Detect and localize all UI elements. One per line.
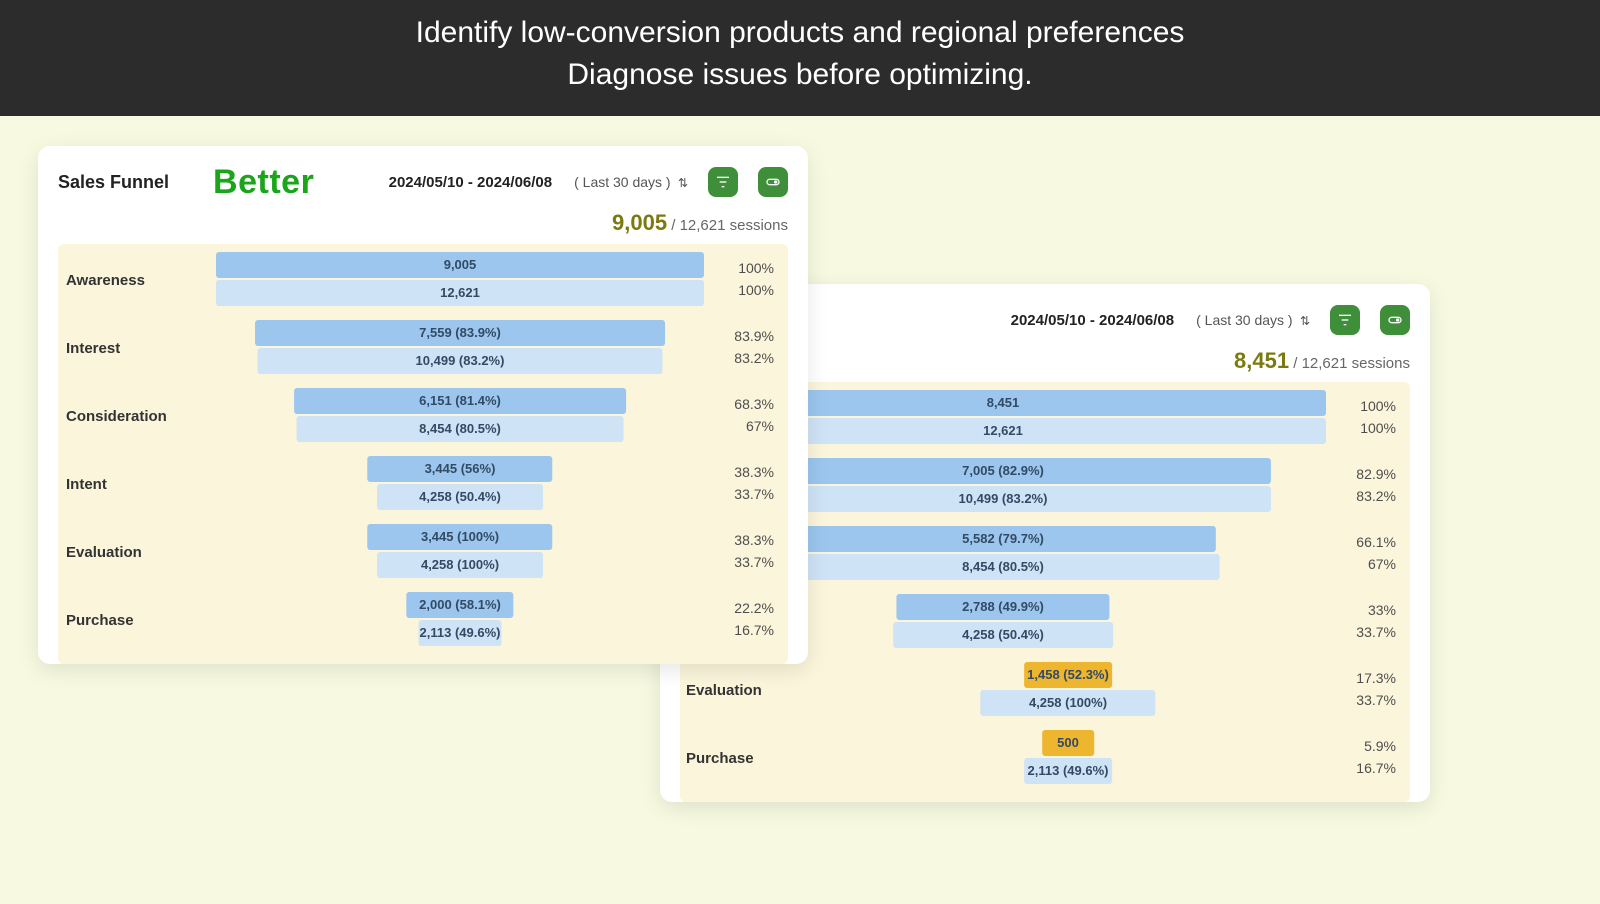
period-updown-icon[interactable]: ⇅ — [1297, 314, 1310, 328]
stage-percentages: 33%33.7% — [1326, 600, 1396, 643]
bar-primary: 6,151 (81.4%) — [294, 388, 626, 414]
stage-label: Purchase — [66, 612, 216, 629]
funnel-stage: Awareness9,00512,621100%100% — [58, 246, 788, 314]
stage-bars: 1,458 (52.3%)4,258 (100%) — [810, 662, 1326, 718]
sessions-total: 9,005 / 12,621 sessions — [58, 210, 788, 236]
bar-primary: 7,005 (82.9%) — [735, 458, 1271, 484]
funnel-stage: Interest7,559 (83.9%)10,499 (83.2%)83.9%… — [58, 314, 788, 382]
bar-primary: 500 (34.3%) — [1042, 730, 1094, 756]
stage-label: Interest — [66, 340, 216, 357]
funnel-icon — [1337, 312, 1353, 328]
bar-primary: 7,559 (83.9%) — [255, 320, 665, 346]
stage-percentages: 38.3%33.7% — [704, 530, 774, 573]
funnel-stage: Evaluation1,458 (52.3%)4,258 (100%)17.3%… — [680, 656, 1410, 724]
bar-primary: 2,788 (49.9%) — [896, 594, 1109, 620]
bar-primary: 5,582 (79.7%) — [790, 526, 1216, 552]
stage-percentages: 68.3%67% — [704, 394, 774, 437]
header-line-1: Identify low-conversion products and reg… — [0, 12, 1600, 54]
bar-secondary: 12,621 — [216, 280, 704, 306]
toggle-icon — [765, 174, 781, 190]
period-label[interactable]: ( Last 30 days ) ⇅ — [1196, 312, 1310, 328]
date-range: 2024/05/10 - 2024/06/08 — [389, 174, 552, 191]
stage-percentages: 82.9%83.2% — [1326, 464, 1396, 507]
header-line-2: Diagnose issues before optimizing. — [0, 54, 1600, 96]
funnel-stage: Consideration6,151 (81.4%)8,454 (80.5%)6… — [58, 382, 788, 450]
stage-label: Consideration — [66, 408, 216, 425]
stage-label: Intent — [66, 476, 216, 493]
stage-percentages: 22.2%16.7% — [704, 598, 774, 641]
sessions-primary: 9,005 — [612, 210, 667, 235]
stage-percentages: 66.1%67% — [1326, 532, 1396, 575]
sessions-denominator: / 12,621 sessions — [671, 217, 788, 234]
period-label[interactable]: ( Last 30 days ) ⇅ — [574, 174, 688, 190]
funnel-chart-better: Awareness9,00512,621100%100%Interest7,55… — [58, 244, 788, 664]
funnel-card-better: Sales Funnel Better 2024/05/10 - 2024/06… — [38, 146, 808, 664]
stage-label: Evaluation — [680, 682, 810, 699]
bar-primary: 3,445 (56%) — [367, 456, 552, 482]
stage-percentages: 17.3%33.7% — [1326, 668, 1396, 711]
funnel-icon-button[interactable] — [1330, 305, 1360, 335]
bar-secondary: 2,113 (49.6%) — [419, 620, 502, 646]
funnel-stage: Intent3,445 (56%)4,258 (50.4%)38.3%33.7% — [58, 450, 788, 518]
stage-percentages: 5.9%16.7% — [1326, 736, 1396, 779]
stage-bars: 3,445 (100%)4,258 (100%) — [216, 524, 704, 580]
bar-secondary: 8,454 (80.5%) — [787, 554, 1220, 580]
bar-secondary: 2,113 (49.6%) — [1024, 758, 1112, 784]
bar-primary: 1,458 (52.3%) — [1024, 662, 1112, 688]
stage-bars: 500 (34.3%)2,113 (49.6%) — [810, 730, 1326, 786]
stage-percentages: 83.9%83.2% — [704, 326, 774, 369]
bar-secondary: 4,258 (50.4%) — [893, 622, 1113, 648]
stage-bars: 9,00512,621 — [216, 252, 704, 308]
bar-secondary: 10,499 (83.2%) — [735, 486, 1271, 512]
funnel-stage: Purchase500 (34.3%)2,113 (49.6%)5.9%16.7… — [680, 724, 1410, 792]
stage-label: Purchase — [680, 750, 810, 767]
bar-secondary: 4,258 (100%) — [980, 690, 1155, 716]
bar-secondary: 8,454 (80.5%) — [297, 416, 624, 442]
stage-bars: 6,151 (81.4%)8,454 (80.5%) — [216, 388, 704, 444]
stage-percentages: 100%100% — [704, 258, 774, 301]
funnel-stage: Evaluation3,445 (100%)4,258 (100%)38.3%3… — [58, 518, 788, 586]
bar-primary: 9,005 — [216, 252, 704, 278]
toggle-icon-button[interactable] — [1380, 305, 1410, 335]
stage-percentages: 100%100% — [1326, 396, 1396, 439]
stage-bars: 2,000 (58.1%)2,113 (49.6%) — [216, 592, 704, 648]
stage-label: Awareness — [66, 272, 216, 289]
sessions-denominator: / 12,621 sessions — [1293, 355, 1410, 372]
bar-secondary: 4,258 (50.4%) — [377, 484, 543, 510]
funnel-stage: Purchase2,000 (58.1%)2,113 (49.6%)22.2%1… — [58, 586, 788, 654]
toggle-icon-button[interactable] — [758, 167, 788, 197]
stage-percentages: 38.3%33.7% — [704, 462, 774, 505]
stage-label: Evaluation — [66, 544, 216, 561]
page-header: Identify low-conversion products and reg… — [0, 0, 1600, 116]
stage-bars: 7,559 (83.9%)10,499 (83.2%) — [216, 320, 704, 376]
funnel-icon — [715, 174, 731, 190]
bar-primary: 2,000 (58.1%) — [406, 592, 513, 618]
toggle-icon — [1387, 312, 1403, 328]
funnel-icon-button[interactable] — [708, 167, 738, 197]
bar-secondary: 4,258 (100%) — [377, 552, 543, 578]
card-title: Sales Funnel — [58, 172, 169, 193]
stage-bars: 3,445 (56%)4,258 (50.4%) — [216, 456, 704, 512]
sessions-primary: 8,451 — [1234, 348, 1289, 373]
bar-secondary: 10,499 (83.2%) — [257, 348, 662, 374]
tag-better: Better — [213, 163, 314, 202]
bar-primary: 3,445 (100%) — [367, 524, 552, 550]
date-range: 2024/05/10 - 2024/06/08 — [1011, 312, 1174, 329]
period-updown-icon[interactable]: ⇅ — [675, 176, 688, 190]
